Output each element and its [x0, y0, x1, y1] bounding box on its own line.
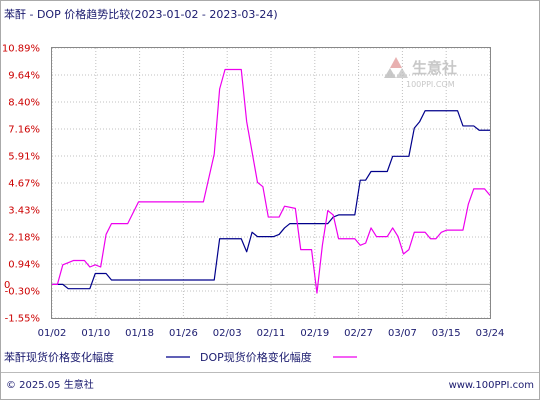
y-tick-label: -0.30% — [5, 287, 40, 298]
x-tick-label: 02/19 — [300, 328, 329, 339]
footer-site: www.100PPI.com — [449, 380, 534, 391]
x-tick-label: 01/02 — [38, 328, 67, 339]
x-tick-label: 03/15 — [432, 328, 461, 339]
y-tick-label: 2.18% — [8, 233, 40, 244]
legend: 苯酐现货价格变化幅度 DOP现货价格变化幅度 — [4, 350, 357, 364]
y-tick-label: 9.64% — [8, 71, 40, 82]
plot-border — [51, 47, 491, 319]
series-lines — [52, 68, 491, 294]
watermark-url: 100PPI.COM — [406, 80, 455, 89]
y-axis-ticks: 10.89% 9.64% 8.40% 7.16% 5.91% 4.67% 3.43% 2.18… — [2, 44, 40, 325]
y-tick-label: -1.55% — [5, 314, 40, 325]
x-tick-label: 02/11 — [257, 328, 286, 339]
chart-title: 苯酐 - DOP 价格趋势比较(2023-01-02 - 2023-03-24) — [4, 7, 278, 21]
watermark-brand: 生意社 — [412, 59, 457, 77]
series-line-0 — [52, 110, 490, 290]
x-tick-label: 01/10 — [81, 328, 110, 339]
x-axis-ticks: 01/02 01/10 01/18 01/26 02/03 02/11 02/19 02/27… — [38, 328, 505, 339]
series-line-1 — [52, 68, 491, 294]
y-tick-label: 5.91% — [8, 152, 40, 163]
x-tick-label: 01/26 — [169, 328, 198, 339]
y-tick-label: 4.67% — [8, 179, 40, 190]
y-zero-label: 0 — [4, 280, 10, 291]
x-tick-label: 01/18 — [125, 328, 154, 339]
x-tick-label: 02/03 — [213, 328, 242, 339]
y-tick-label: 8.40% — [8, 98, 40, 109]
y-tick-label: 10.89% — [2, 44, 40, 55]
footer-copyright: © 2025.05 生意社 — [6, 378, 94, 391]
x-tick-label: 03/24 — [476, 328, 505, 339]
legend-item-phthalic: 苯酐现货价格变化幅度 — [4, 350, 114, 364]
y-tick-label: 0.94% — [8, 260, 40, 271]
y-tick-label: 7.16% — [8, 125, 40, 136]
x-tick-label: 03/07 — [388, 328, 417, 339]
x-tick-label: 02/27 — [344, 328, 373, 339]
y-tick-label: 3.43% — [8, 206, 40, 217]
legend-item-dop: DOP现货价格变化幅度 — [200, 350, 312, 364]
